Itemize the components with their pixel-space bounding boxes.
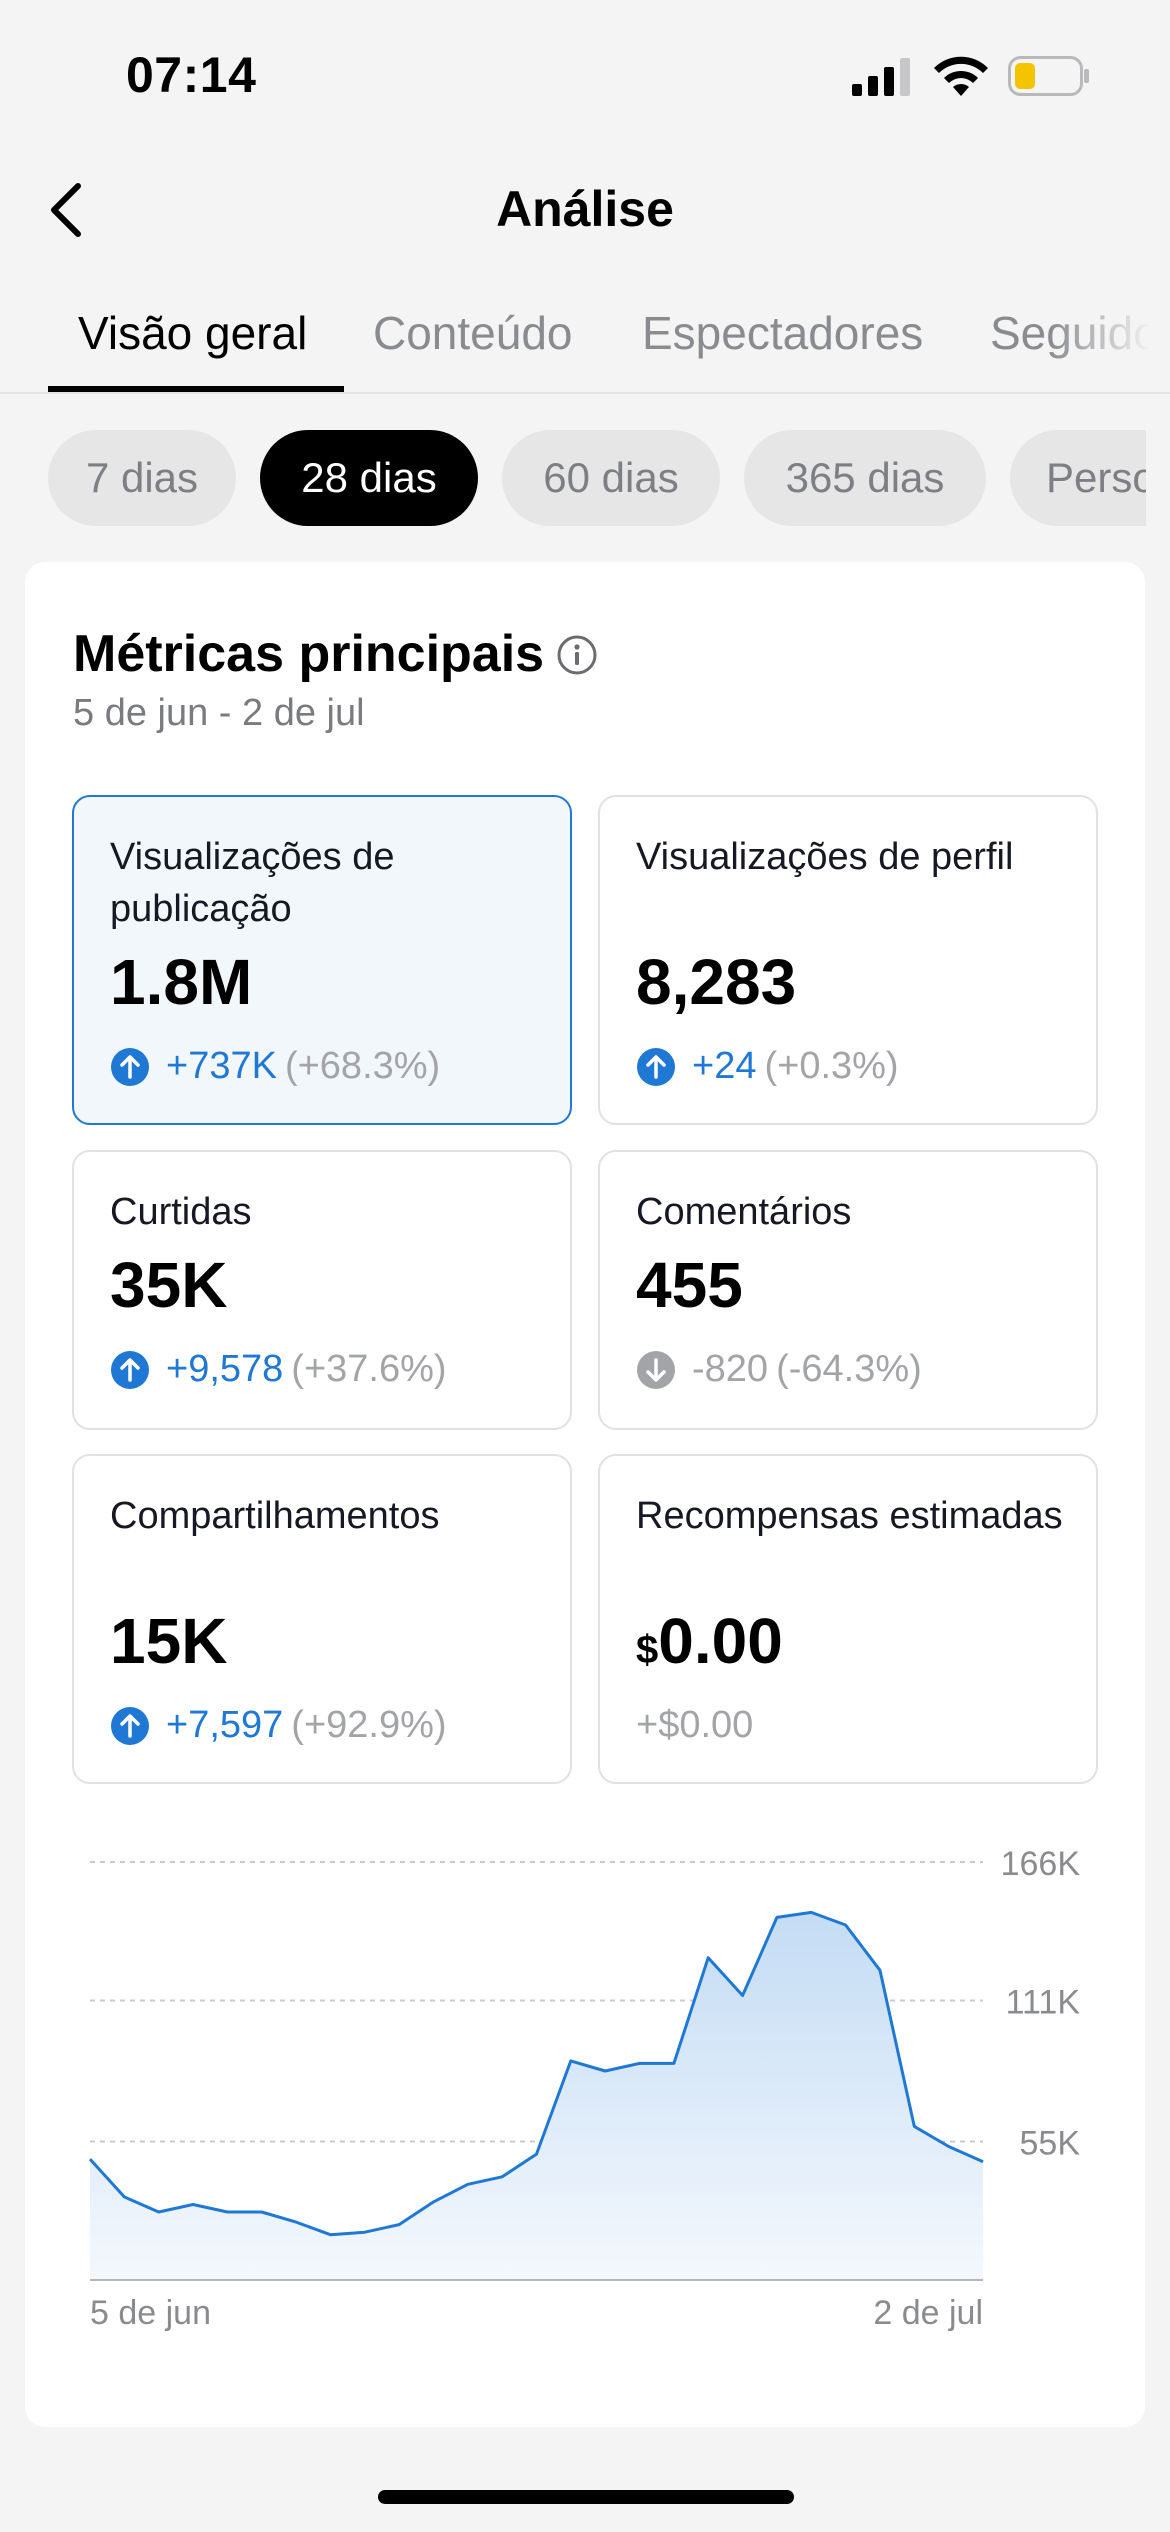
change-absolute: +737K (166, 1045, 277, 1087)
metric-change: -820 (-64.3%) (636, 1348, 922, 1391)
change-absolute: +$0.00 (636, 1704, 754, 1746)
tab-viewers[interactable]: Espectadores (642, 307, 924, 359)
series-line (88, 1910, 984, 2237)
metric-shares[interactable]: Compartilhamentos 15K +7,597 (+92.9%) (72, 1454, 572, 1784)
page-title: Análise (496, 181, 674, 237)
metric-change: +$0.00 (636, 1704, 761, 1747)
metric-value: 455 (636, 1249, 743, 1321)
arrow-up-circle-icon (111, 1047, 149, 1086)
tab-content[interactable]: Conteúdo (373, 307, 573, 359)
nav-bar: Análise (0, 150, 1170, 265)
info-icon[interactable] (556, 634, 598, 676)
x-tick-label-start: 5 de jun (90, 2294, 211, 2332)
metric-estimated-rewards[interactable]: Recompensas estimadas $0.00 +$0.00 (598, 1454, 1098, 1784)
change-percent: (+68.3%) (284, 1045, 441, 1087)
tab-overview[interactable]: Visão geral (78, 307, 308, 359)
range-28-days[interactable]: 28 dias (260, 430, 478, 526)
cellular-signal-icon (852, 58, 910, 96)
tabs-fade-overlay (1050, 290, 1170, 392)
arrow-up-circle-icon (637, 1047, 675, 1086)
change-percent: (+37.6%) (291, 1348, 447, 1390)
tab-bar: Visão geral Conteúdo Espectadores Seguid… (0, 290, 1170, 394)
metric-value: 15K (110, 1605, 228, 1677)
change-absolute: +24 (692, 1045, 757, 1087)
change-absolute: +7,597 (166, 1704, 284, 1746)
metric-label: Curtidas (110, 1191, 252, 1233)
change-absolute: +9,578 (166, 1348, 284, 1390)
metric-change: +737K (+68.3%) (110, 1045, 440, 1088)
range-7-days[interactable]: 7 dias (48, 430, 236, 526)
y-tick-label: 55K (1020, 2125, 1081, 2163)
change-percent: (-64.3%) (776, 1348, 922, 1390)
change-absolute: -820 (692, 1348, 769, 1390)
metric-post-views[interactable]: Visualizações de publicação 1.8M +737K (… (72, 795, 572, 1125)
home-indicator (378, 2490, 794, 2504)
metric-value: $0.00 (636, 1604, 783, 1678)
arrow-down-circle-icon (637, 1350, 675, 1389)
metric-label: Visualizações de perfil (636, 836, 1014, 878)
metric-change: +7,597 (+92.9%) (110, 1704, 447, 1747)
views-chart-svg: 166K 111K 55K 5 de jun 2 de jul (88, 1845, 1081, 2332)
change-percent: (+0.3%) (764, 1045, 899, 1087)
battery-icon (1008, 56, 1089, 96)
x-tick-label-end: 2 de jul (873, 2294, 983, 2332)
metric-value: 8,283 (636, 946, 797, 1018)
metric-value: 1.8M (110, 946, 253, 1018)
key-metrics-card: Métricas principais 5 de jun - 2 de jul … (25, 562, 1145, 2427)
metric-label: Recompensas estimadas (636, 1495, 1063, 1537)
metric-value: 35K (110, 1249, 228, 1321)
metric-label: Visualizações de publicação (110, 836, 395, 930)
metric-comments[interactable]: Comentários 455 -820 (-64.3%) (598, 1150, 1098, 1430)
wifi-icon (934, 56, 988, 96)
status-time: 07:14 (126, 47, 257, 103)
metric-change: +24 (+0.3%) (636, 1045, 899, 1088)
card-title: Métricas principais (73, 625, 545, 683)
series-area (90, 1912, 983, 2280)
date-range: 5 de jun - 2 de jul (73, 692, 365, 734)
metric-label: Compartilhamentos (110, 1495, 440, 1537)
metric-change: +9,578 (+37.6%) (110, 1348, 447, 1391)
range-60-days[interactable]: 60 dias (502, 430, 720, 526)
metric-label: Comentários (636, 1191, 852, 1233)
arrow-up-circle-icon (111, 1350, 149, 1389)
y-tick-label: 111K (1006, 1983, 1081, 2021)
change-percent: (+92.9%) (291, 1704, 447, 1746)
range-365-days[interactable]: 365 dias (744, 430, 986, 526)
views-chart: 166K 111K 55K 5 de jun 2 de jul (25, 1802, 1145, 2362)
back-arrow-icon[interactable] (44, 178, 92, 242)
range-custom[interactable]: Perso (1010, 430, 1146, 526)
metric-likes[interactable]: Curtidas 35K +9,578 (+37.6%) (72, 1150, 572, 1430)
arrow-up-circle-icon (111, 1706, 149, 1745)
y-tick-label: 166K (1001, 1845, 1081, 1883)
metric-value-number: 0.00 (658, 1605, 783, 1677)
metric-profile-views[interactable]: Visualizações de perfil 8,283 +24 (+0.3%… (598, 795, 1098, 1125)
active-tab-indicator (48, 386, 344, 392)
status-bar: 07:14 (0, 0, 1170, 150)
currency-symbol: $ (636, 1628, 659, 1672)
